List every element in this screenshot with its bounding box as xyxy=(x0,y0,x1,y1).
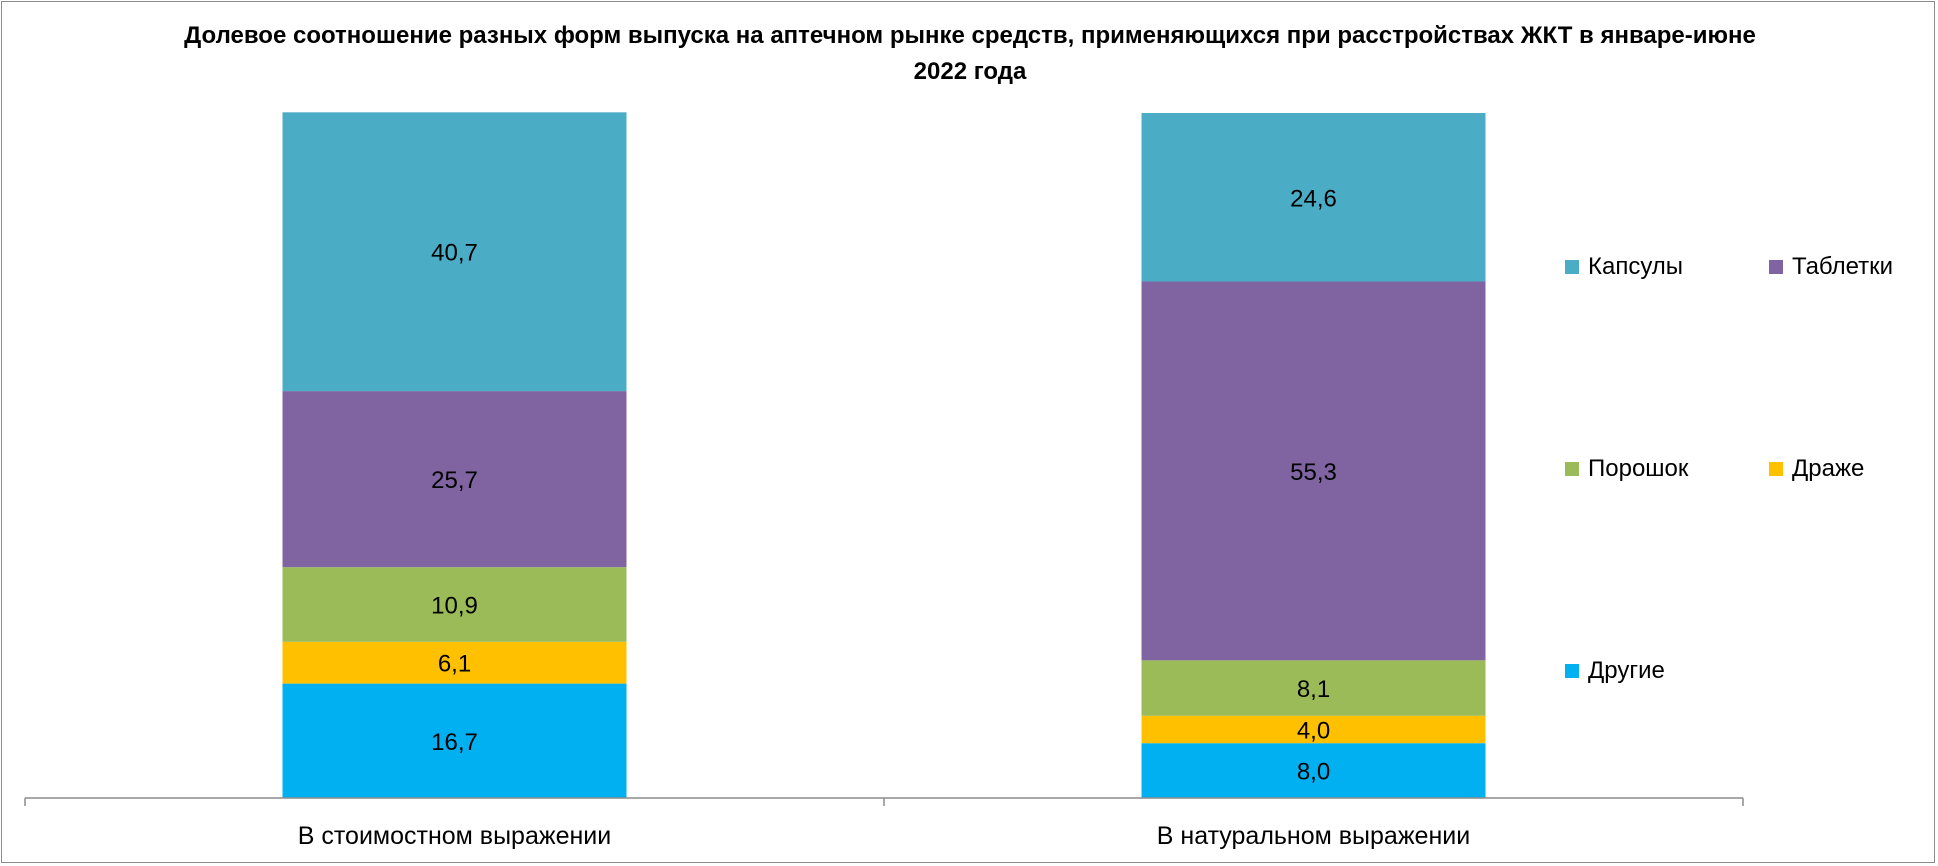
legend-item: Другие xyxy=(1565,657,1665,685)
legend-label: Драже xyxy=(1792,455,1865,482)
legend-item: Драже xyxy=(1769,455,1864,483)
bar-segment xyxy=(1141,715,1486,744)
legend-swatch xyxy=(1769,462,1783,476)
legend-label: Капсулы xyxy=(1588,253,1684,280)
legend-swatch xyxy=(1565,260,1579,274)
legend-swatch xyxy=(1565,664,1579,678)
data-label: 8,1 xyxy=(1297,676,1330,703)
data-label: 55,3 xyxy=(1290,459,1337,486)
bar-segment xyxy=(1141,743,1486,798)
data-label: 10,9 xyxy=(431,592,478,619)
data-label: 8,0 xyxy=(1297,759,1330,786)
legend-item: Таблетки xyxy=(1769,253,1893,281)
legend-swatch xyxy=(1769,260,1783,274)
bar-segment xyxy=(1141,113,1486,282)
bar-segment xyxy=(1141,281,1486,661)
bar-segment xyxy=(282,641,627,684)
bar-segment xyxy=(282,567,627,642)
legend-label: Другие xyxy=(1588,657,1665,684)
x-tick-label: В стоимостном выражении xyxy=(298,822,611,850)
legend-item: Порошок xyxy=(1565,455,1688,483)
data-label: 24,6 xyxy=(1290,185,1337,212)
bar-segment xyxy=(1141,660,1486,716)
legend-label: Порошок xyxy=(1588,455,1689,482)
data-label: 4,0 xyxy=(1297,718,1330,745)
bar-segment xyxy=(282,683,627,798)
x-tick-label: В натуральном выражении xyxy=(1157,822,1470,850)
legend-item: Капсулы xyxy=(1565,253,1683,281)
data-label: 25,7 xyxy=(431,467,478,494)
bar-segment xyxy=(282,391,627,568)
legend-label: Таблетки xyxy=(1792,253,1894,280)
bar-segment xyxy=(282,112,627,392)
data-label: 40,7 xyxy=(431,240,478,267)
chart-title: Долевое соотношение разных форм выпуска … xyxy=(184,22,1756,85)
legend-swatch xyxy=(1565,462,1579,476)
data-label: 6,1 xyxy=(438,651,471,678)
data-label: 16,7 xyxy=(431,729,478,756)
